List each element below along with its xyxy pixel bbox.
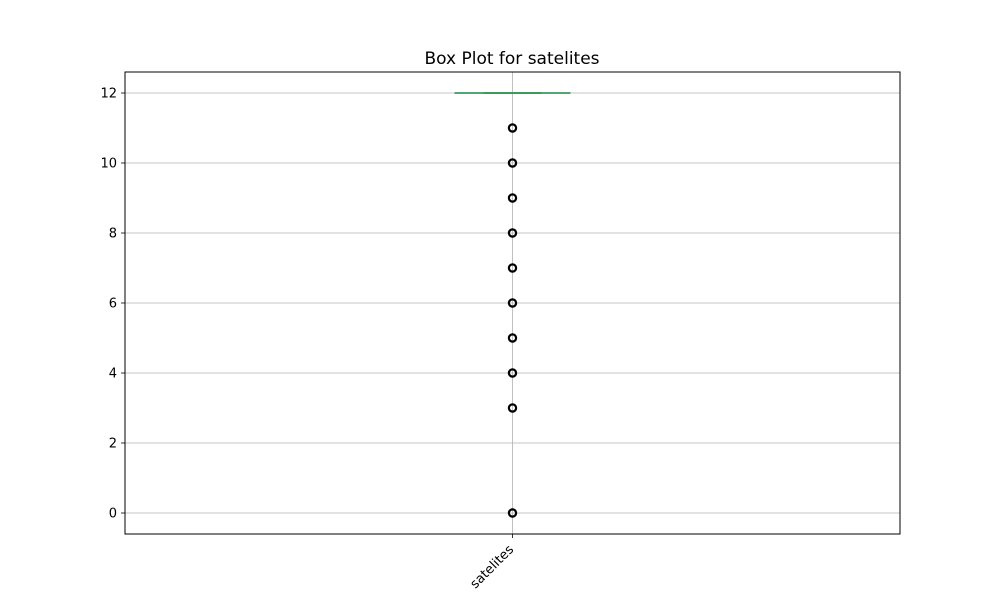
outlier-point <box>507 508 518 518</box>
outlier-point <box>507 158 518 168</box>
y-tick-label: 2 <box>109 437 117 452</box>
y-tick-label: 6 <box>109 297 117 312</box>
outlier-point <box>507 193 518 203</box>
grid-layer <box>125 72 900 534</box>
y-tick-label: 4 <box>109 367 117 382</box>
outlier-point <box>507 368 518 378</box>
outlier-point <box>507 333 518 343</box>
y-tick-label: 12 <box>100 87 117 102</box>
y-tick-label: 10 <box>100 157 117 172</box>
outlier-point <box>507 263 518 273</box>
outlier-point <box>507 298 518 308</box>
y-tick-label: 0 <box>109 507 117 522</box>
outlier-point <box>507 123 518 133</box>
outlier-point <box>507 403 518 413</box>
axis-layer: 0 2 4 6 8 10 12 satelites <box>100 87 517 592</box>
data-layer <box>454 92 571 518</box>
y-tick-label: 8 <box>109 227 117 242</box>
x-tick-label: satelites <box>468 542 518 592</box>
chart-title: Box Plot for satelites <box>424 49 599 69</box>
outlier-point <box>507 228 518 238</box>
